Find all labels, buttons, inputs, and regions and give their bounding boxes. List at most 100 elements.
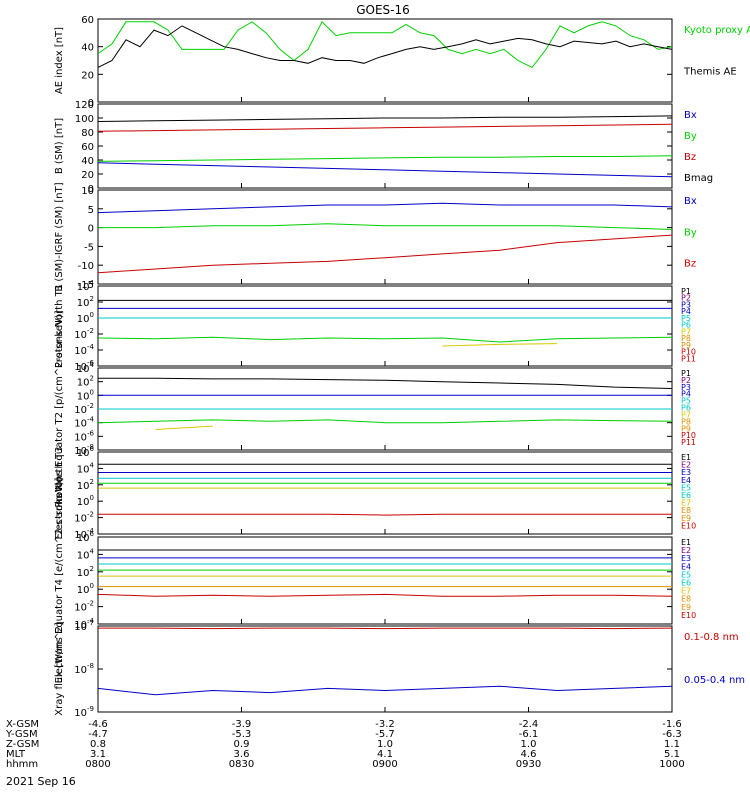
y-tick-label: 0 <box>88 184 94 195</box>
legend-entry: E8 <box>681 506 691 515</box>
y-axis-label: Protons North T1 <box>54 284 65 368</box>
y-tick-label: 10-6 <box>74 429 94 443</box>
y-tick-label: 100 <box>77 311 94 325</box>
panel-1: 0 20 40 60 AE index [nT] Kyoto proxy AE Themis… <box>54 15 750 109</box>
orbit-row-label: hhmm <box>6 759 38 770</box>
legend-entry: E9 <box>681 514 691 523</box>
legend-entry: Bx <box>684 196 697 207</box>
legend-entry: E1 <box>681 453 691 462</box>
orbit-value: 0900 <box>372 759 397 770</box>
legend-entry: E6 <box>681 579 691 588</box>
series-line-by <box>98 223 673 230</box>
legend-entry: P10 <box>681 348 696 357</box>
legend-entry: Bx <box>684 110 697 121</box>
legend-entry: E5 <box>681 570 691 579</box>
legend-entry: E10 <box>681 521 696 530</box>
legend-entry: P8 <box>681 334 691 343</box>
series-line-p8 <box>442 344 672 346</box>
legend-entry: P1 <box>681 369 691 378</box>
y-tick-label: 10-2 <box>74 511 94 525</box>
legend-entry: By <box>684 227 697 238</box>
legend-entry: P10 <box>681 431 696 440</box>
y-axis-label: Electrons Equator T4 [e/(cm^2-s-sr-keV)] <box>54 478 65 684</box>
orbit-value: 4.6 <box>521 749 537 760</box>
orbit-value: -5.7 <box>375 729 395 740</box>
panel-8: 10-7 10-8 10-9 Xray flux [W/m^2] 0.1-0.8 nm 0… <box>54 619 745 719</box>
legend-entry: P11 <box>681 438 696 447</box>
y-tick-label: 0 <box>88 224 94 235</box>
orbit-row-label: MLT <box>6 749 26 760</box>
legend-entry: P6 <box>681 404 691 413</box>
panel-frame <box>97 285 673 367</box>
orbit-value: -2.4 <box>519 719 539 730</box>
y-tick-label: -15 <box>78 280 94 291</box>
orbit-value: 1.0 <box>377 739 393 750</box>
orbit-value: -1.6 <box>662 719 682 730</box>
orbit-row-label: X-GSM <box>6 719 39 730</box>
orbit-value: 0800 <box>85 759 110 770</box>
legend-entry: Bz <box>684 152 696 163</box>
y-tick-label: -5 <box>84 242 94 253</box>
series-line-0-1-0-8-nm <box>98 627 673 630</box>
panel-frame <box>97 189 673 285</box>
series-line-p6 <box>97 419 673 424</box>
legend-entry: 0.05-0.4 nm <box>684 675 745 686</box>
y-axis-label: Protons Equator T2 [p/(cm^2-s-sr-keV)] <box>54 310 65 507</box>
date-label: 2021 Sep 16 <box>6 775 76 788</box>
orbit-value: 0.8 <box>90 739 106 750</box>
legend-entry: E7 <box>681 587 691 596</box>
y-tick-label: 40 <box>81 156 94 167</box>
y-tick-label: 10-2 <box>74 327 94 341</box>
legend-entry: E1 <box>681 538 691 547</box>
legend-entry: P9 <box>681 341 691 350</box>
legend-entry: E4 <box>681 476 691 485</box>
orbit-value: -5.3 <box>232 729 252 740</box>
legend-entry: Bz <box>684 259 696 270</box>
y-tick-label: 100 <box>77 582 94 596</box>
y-tick-label: 80 <box>81 128 94 139</box>
y-tick-label: 60 <box>81 142 94 153</box>
orbit-row-label: Z-GSM <box>6 739 39 750</box>
legend-entry: P11 <box>681 354 696 363</box>
series-line-p6 <box>97 336 673 343</box>
y-tick-label: 20 <box>81 70 94 81</box>
y-tick-label: 102 <box>77 478 94 492</box>
series-line-e8 <box>98 513 672 516</box>
y-tick-label: 102 <box>77 295 94 309</box>
orbit-value: 1.1 <box>664 739 680 750</box>
legend-entry: E10 <box>681 611 696 620</box>
y-axis-label: AE index [nT] <box>54 27 65 94</box>
y-tick-label: 100 <box>75 114 94 125</box>
y-tick-label: 104 <box>77 361 95 375</box>
series-line-0-05-0-4-nm <box>97 685 673 696</box>
series-line-bz <box>97 234 673 274</box>
legend-entry: P7 <box>681 410 691 419</box>
y-tick-label: 10-8 <box>74 662 94 676</box>
y-tick-label: 104 <box>77 547 95 561</box>
legend-entry: P3 <box>681 300 691 309</box>
orbit-value: -4.7 <box>88 729 108 740</box>
legend-entry: By <box>684 131 697 142</box>
series-line-p1 <box>98 377 673 389</box>
y-tick-label: 10-2 <box>74 600 94 614</box>
series-line-themis-ae <box>97 25 673 68</box>
legend-entry: P6 <box>681 321 691 330</box>
y-tick-label: 100 <box>77 388 94 402</box>
y-tick-label: 10-9 <box>74 705 94 719</box>
figure-title: GOES-16 <box>356 3 410 17</box>
legend-entry: P2 <box>681 376 691 385</box>
orbit-value: 1000 <box>659 759 684 770</box>
legend-entry: Themis AE <box>683 67 737 78</box>
panel-frame <box>97 625 673 713</box>
orbit-value: -3.9 <box>232 719 252 730</box>
legend-entry: P5 <box>681 397 691 406</box>
panels: 0 20 40 60 AE index [nT] Kyoto proxy AE Themis… <box>54 15 750 719</box>
orbit-value: -3.2 <box>375 719 395 730</box>
legend-entry: 0.1-0.8 nm <box>684 632 739 643</box>
series-line-p8 <box>155 424 499 430</box>
y-tick-label: -10 <box>78 261 94 272</box>
series-line-bmag <box>97 115 673 122</box>
